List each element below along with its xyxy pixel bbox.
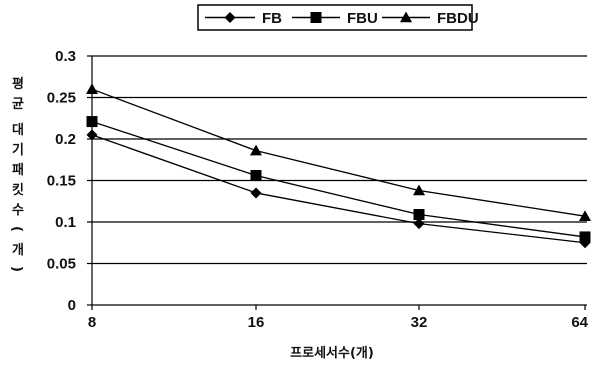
- y-axis-title-char: ): [9, 266, 24, 272]
- data-point-fb-32: [413, 218, 425, 230]
- y-axis-title-char: 개: [12, 243, 24, 258]
- legend-marker-fbu: [310, 12, 322, 23]
- legend-items: FB FBU FBDU: [205, 10, 479, 27]
- data-point-fbdu-64: [579, 210, 591, 221]
- y-axis-title-char: 균: [12, 97, 24, 112]
- y-axis-title-char: (: [9, 226, 24, 232]
- y-tick-label: 0.25: [47, 90, 76, 107]
- legend-label-fbu: FBU: [347, 10, 378, 27]
- x-tick-label: 64: [571, 314, 588, 331]
- series-line-fb: [91, 134, 586, 244]
- data-point-fbdu-8: [86, 83, 98, 94]
- data-point-fb-8: [86, 129, 98, 141]
- y-tick-label: 0.3: [55, 48, 76, 65]
- y-tick-label: 0.1: [55, 214, 76, 231]
- legend-label-fb: FB: [262, 10, 282, 27]
- data-point-fbu-8: [86, 116, 98, 128]
- legend: FB FBU FBDU: [197, 4, 479, 31]
- x-tick-label: 16: [248, 314, 265, 331]
- data-point-fb-16: [250, 187, 262, 199]
- plot-area: 0 0.05 0.1 0.15 0.2 0.25 0.3 8 16 32 64: [47, 48, 591, 331]
- data-point-fbdu-32: [413, 184, 425, 196]
- x-tick-label: 8: [88, 314, 96, 331]
- series-line-fbdu: [91, 88, 586, 217]
- series-lines: [91, 88, 586, 244]
- y-axis-title-char: 킷: [12, 183, 24, 198]
- y-axis-title-char: 기: [12, 143, 24, 158]
- data-point-fbu-32: [413, 209, 425, 221]
- x-tick-label: 32: [411, 314, 428, 331]
- data-point-fbu-16: [250, 170, 262, 182]
- series-markers: [86, 83, 591, 249]
- data-point-fbdu-16: [250, 144, 262, 156]
- legend-marker-fbdu: [400, 11, 412, 23]
- legend-label-fbdu: FBDU: [437, 10, 479, 27]
- data-point-fbu-64: [579, 231, 591, 243]
- y-axis-title-char: 수: [12, 203, 24, 218]
- x-axis-ticks: 8 16 32 64: [88, 305, 589, 331]
- legend-marker-fb: [224, 12, 236, 23]
- gridlines: [92, 55, 587, 265]
- y-axis-ticks: 0 0.05 0.1 0.15 0.2 0.25 0.3: [47, 48, 92, 314]
- y-axis-title-char: 대: [12, 123, 24, 138]
- y-tick-label: 0.15: [47, 173, 76, 190]
- y-tick-label: 0: [68, 297, 76, 314]
- y-axis-title-char: 패: [12, 163, 24, 178]
- x-axis-title: 프로세서수(개): [290, 346, 374, 361]
- series-line-fbu: [91, 120, 586, 238]
- y-axis-title-char: 평: [12, 76, 24, 92]
- y-tick-label: 0.2: [55, 131, 76, 148]
- y-tick-label: 0.05: [47, 256, 76, 273]
